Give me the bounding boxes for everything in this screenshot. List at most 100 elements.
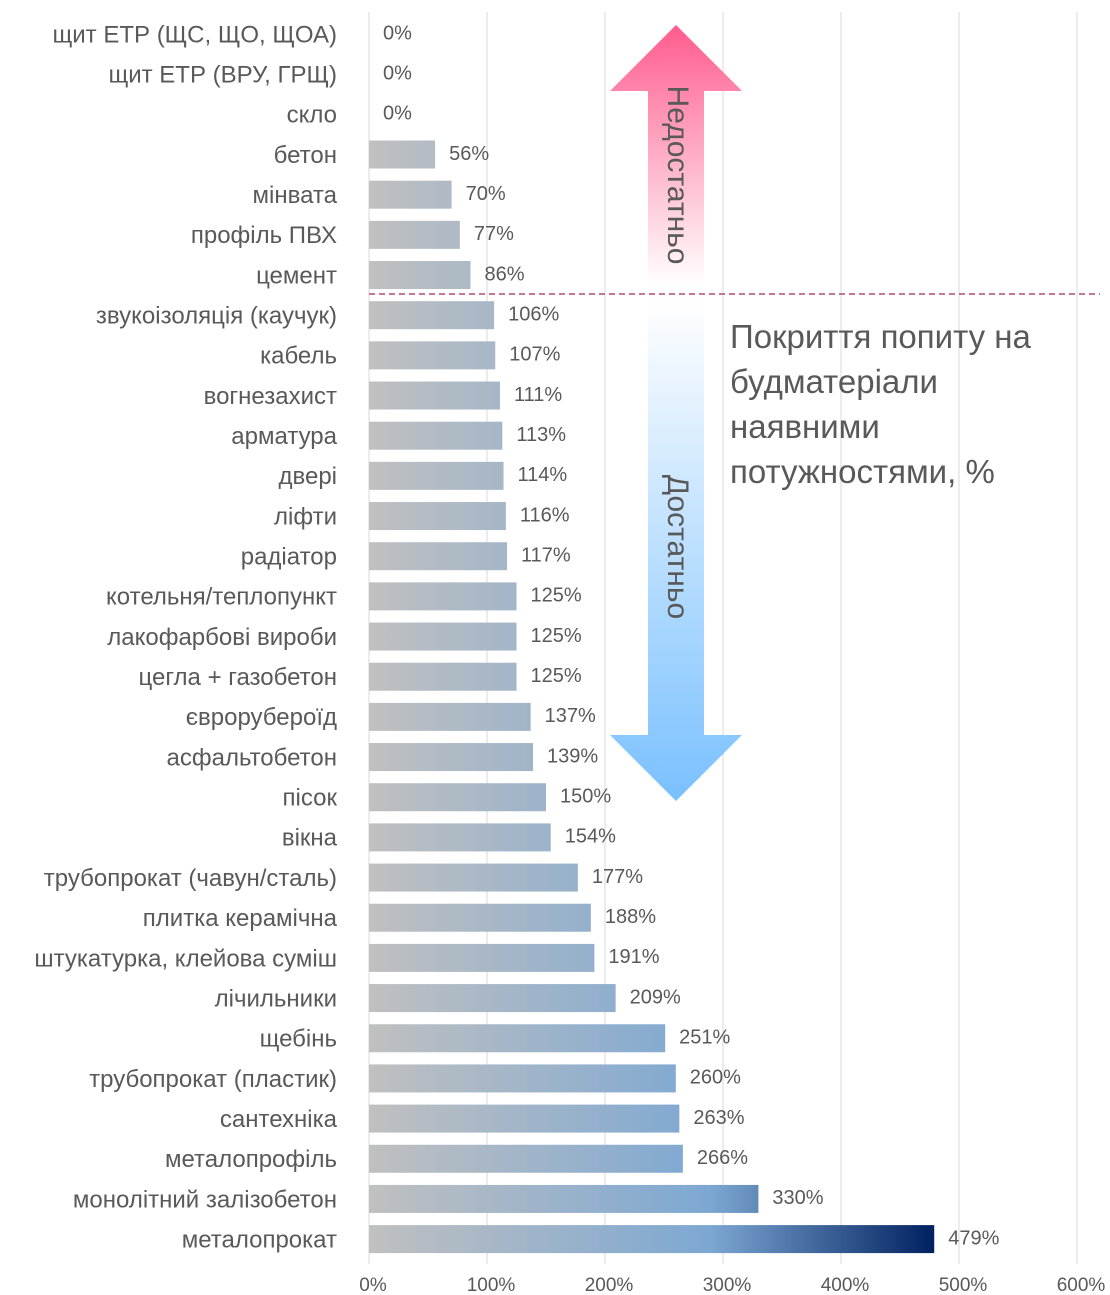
y-tick-label: монолітний залізобетон [73, 1186, 337, 1213]
bar [369, 301, 495, 330]
y-tick-label: щит ЕТР (ВРУ, ГРЩ) [108, 62, 337, 89]
x-tick-label: 100% [467, 1275, 516, 1295]
data-label: 330% [772, 1187, 823, 1209]
annotation: Достатньо [661, 475, 694, 619]
y-tick-label: сантехніка [220, 1106, 338, 1133]
bars [369, 140, 935, 1254]
bar [369, 622, 517, 651]
y-tick-label: плитка керамічна [143, 905, 338, 932]
y-tick-label: котельня/теплопункт [106, 584, 337, 611]
bar [369, 743, 534, 772]
data-label: 70% [466, 183, 506, 205]
bar [369, 341, 496, 370]
data-label: 113% [516, 424, 566, 446]
y-tick-label: лакофарбові вироби [107, 624, 337, 651]
data-label: 125% [531, 625, 582, 647]
x-tick-label: 0% [359, 1275, 387, 1295]
y-tick-label: металопрокат [182, 1226, 337, 1253]
data-label: 107% [509, 344, 560, 366]
y-tick-label: цемент [256, 262, 337, 289]
bar [369, 502, 506, 531]
bar [369, 461, 504, 490]
arrow-up [610, 25, 742, 285]
annotation: Недостатньо [661, 86, 694, 265]
data-label: 260% [690, 1067, 741, 1089]
y-tick-label: звукоізоляція (каучук) [96, 303, 337, 330]
bar [369, 903, 591, 932]
bar [369, 421, 503, 450]
data-label: 106% [508, 303, 559, 325]
y-tick-label: єврорубероїд [186, 704, 337, 731]
y-tick-label: бетон [274, 142, 337, 169]
bar [369, 783, 546, 812]
y-tick-label: цегла + газобетон [139, 664, 338, 691]
data-label: 0% [383, 22, 412, 44]
bar [369, 220, 460, 249]
x-tick-label: 600% [1057, 1275, 1106, 1295]
x-tick-label: 200% [585, 1275, 634, 1295]
y-tick-label: лічильники [215, 985, 337, 1012]
y-tick-label: штукатурка, клейова суміш [34, 945, 337, 972]
y-tick-label: вікна [282, 825, 338, 852]
data-label: 0% [383, 62, 412, 84]
x-tick-label: 400% [821, 1275, 870, 1295]
bar [369, 140, 436, 169]
arrow-down [610, 300, 742, 801]
data-label: 188% [605, 906, 656, 928]
data-label: 86% [484, 263, 524, 285]
y-tick-label: щит ЕТР (ЩС, ЩО, ЩОА) [53, 21, 337, 48]
y-tick-label: металопрофіль [165, 1146, 337, 1173]
y-tick-label: кабель [260, 343, 337, 370]
bar [369, 863, 578, 892]
y-tick-label: трубопрокат (чавун/сталь) [44, 865, 337, 892]
data-label: 150% [560, 786, 611, 808]
data-label: 125% [531, 585, 582, 607]
y-tick-label: асфальтобетон [167, 744, 338, 771]
y-tick-label: трубопрокат (пластик) [89, 1066, 337, 1093]
bar [369, 542, 508, 571]
y-tick-label: мінвата [253, 182, 338, 209]
data-label: 209% [630, 986, 681, 1008]
data-label: 117% [521, 544, 571, 566]
y-tick-label: пісок [283, 785, 338, 812]
data-label: 56% [449, 143, 489, 165]
y-tick-label: профіль ПВХ [191, 222, 337, 249]
bar [369, 1144, 683, 1173]
bar [369, 823, 551, 852]
bar [369, 180, 452, 209]
data-label: 0% [383, 103, 412, 125]
data-label: 139% [547, 745, 598, 767]
x-tick-label: 300% [703, 1275, 752, 1295]
data-label: 111% [514, 384, 562, 406]
grid [368, 12, 1078, 1265]
chart-title: Покриття попиту на будматеріали наявними… [730, 318, 1031, 490]
bar [369, 1225, 935, 1254]
data-label: 191% [608, 946, 659, 968]
x-tick-label: 500% [939, 1275, 988, 1295]
y-tick-label: щебінь [260, 1026, 337, 1053]
bar [369, 1024, 666, 1053]
data-label: 137% [545, 705, 596, 727]
bar [369, 943, 595, 972]
bar [369, 381, 500, 410]
data-label: 251% [679, 1027, 730, 1049]
y-tick-label: арматура [231, 423, 337, 450]
bar [369, 1184, 759, 1213]
bar [369, 702, 531, 731]
bar [369, 1064, 676, 1093]
bar [369, 261, 471, 290]
data-label: 263% [693, 1107, 744, 1129]
y-tick-label: вогнезахист [204, 383, 337, 410]
data-label: 266% [697, 1147, 748, 1169]
bar [369, 984, 616, 1013]
data-label: 116% [520, 504, 570, 526]
data-label: 114% [518, 464, 568, 486]
y-tick-label: двері [278, 463, 337, 490]
y-tick-label: радіатор [241, 544, 337, 571]
y-tick-label: ліфти [274, 503, 337, 530]
data-label: 77% [474, 223, 514, 245]
data-label: 125% [531, 665, 582, 687]
bar [369, 1104, 680, 1133]
